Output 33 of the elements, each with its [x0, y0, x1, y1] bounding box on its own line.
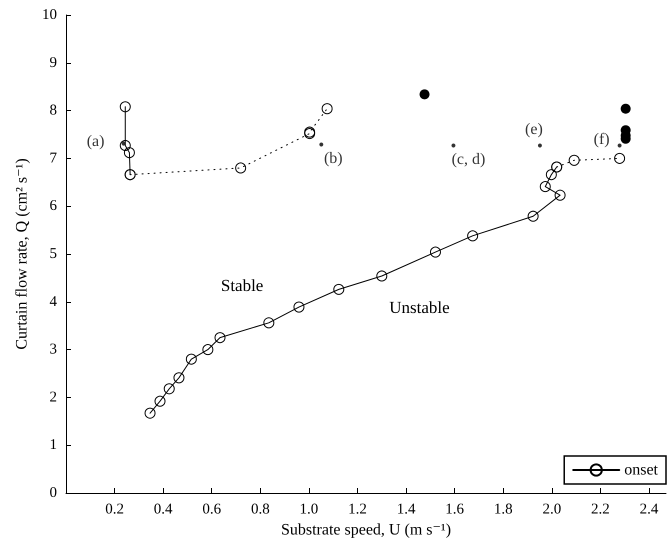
y-tick-label: 6: [50, 198, 58, 214]
x-tick-label: 1.6: [445, 502, 465, 518]
x-tick-label: 0.6: [202, 502, 222, 518]
y-tick-label: 5: [50, 246, 57, 262]
annotation: (e): [525, 120, 543, 138]
x-tick-label: 2.0: [542, 502, 562, 518]
x-axis-title: Substrate speed, U (m s⁻¹): [280, 521, 452, 538]
y-tick-label: 3: [50, 342, 57, 358]
y-tick-label: 0: [50, 485, 57, 501]
annotation: (f): [594, 130, 610, 148]
y-tick-label: 1: [50, 437, 57, 454]
x-tick-label: 2.2: [591, 502, 610, 518]
annotation: (b): [324, 150, 343, 168]
x-tick-label: 0.8: [250, 502, 270, 518]
x-tick-label: 1.4: [396, 502, 416, 518]
x-tick-label: 1.8: [494, 502, 513, 518]
y-tick-label: 2: [50, 389, 57, 406]
legend-label: onset: [624, 462, 659, 478]
x-tick-label: 1.0: [300, 502, 318, 518]
y-tick-label: 10: [42, 7, 57, 23]
x-tick-label: 2.4: [640, 502, 659, 518]
x-tick-label: 0.4: [154, 502, 174, 518]
y-tick-label: 9: [50, 54, 57, 71]
y-axis-title: Curtain flow rate, Q (cm² s⁻¹): [14, 158, 30, 350]
y-tick-label: 7: [50, 150, 58, 166]
annotation: (a): [86, 133, 104, 150]
x-tick-label: 0.2: [105, 502, 124, 518]
x-tick-label: 1.2: [348, 502, 367, 518]
y-tick-label: 8: [50, 102, 57, 119]
annotation: Unstable: [389, 298, 450, 318]
annotation: Stable: [220, 276, 264, 296]
y-tick-label: 4: [50, 294, 58, 310]
annotation: (c, d): [452, 150, 486, 168]
